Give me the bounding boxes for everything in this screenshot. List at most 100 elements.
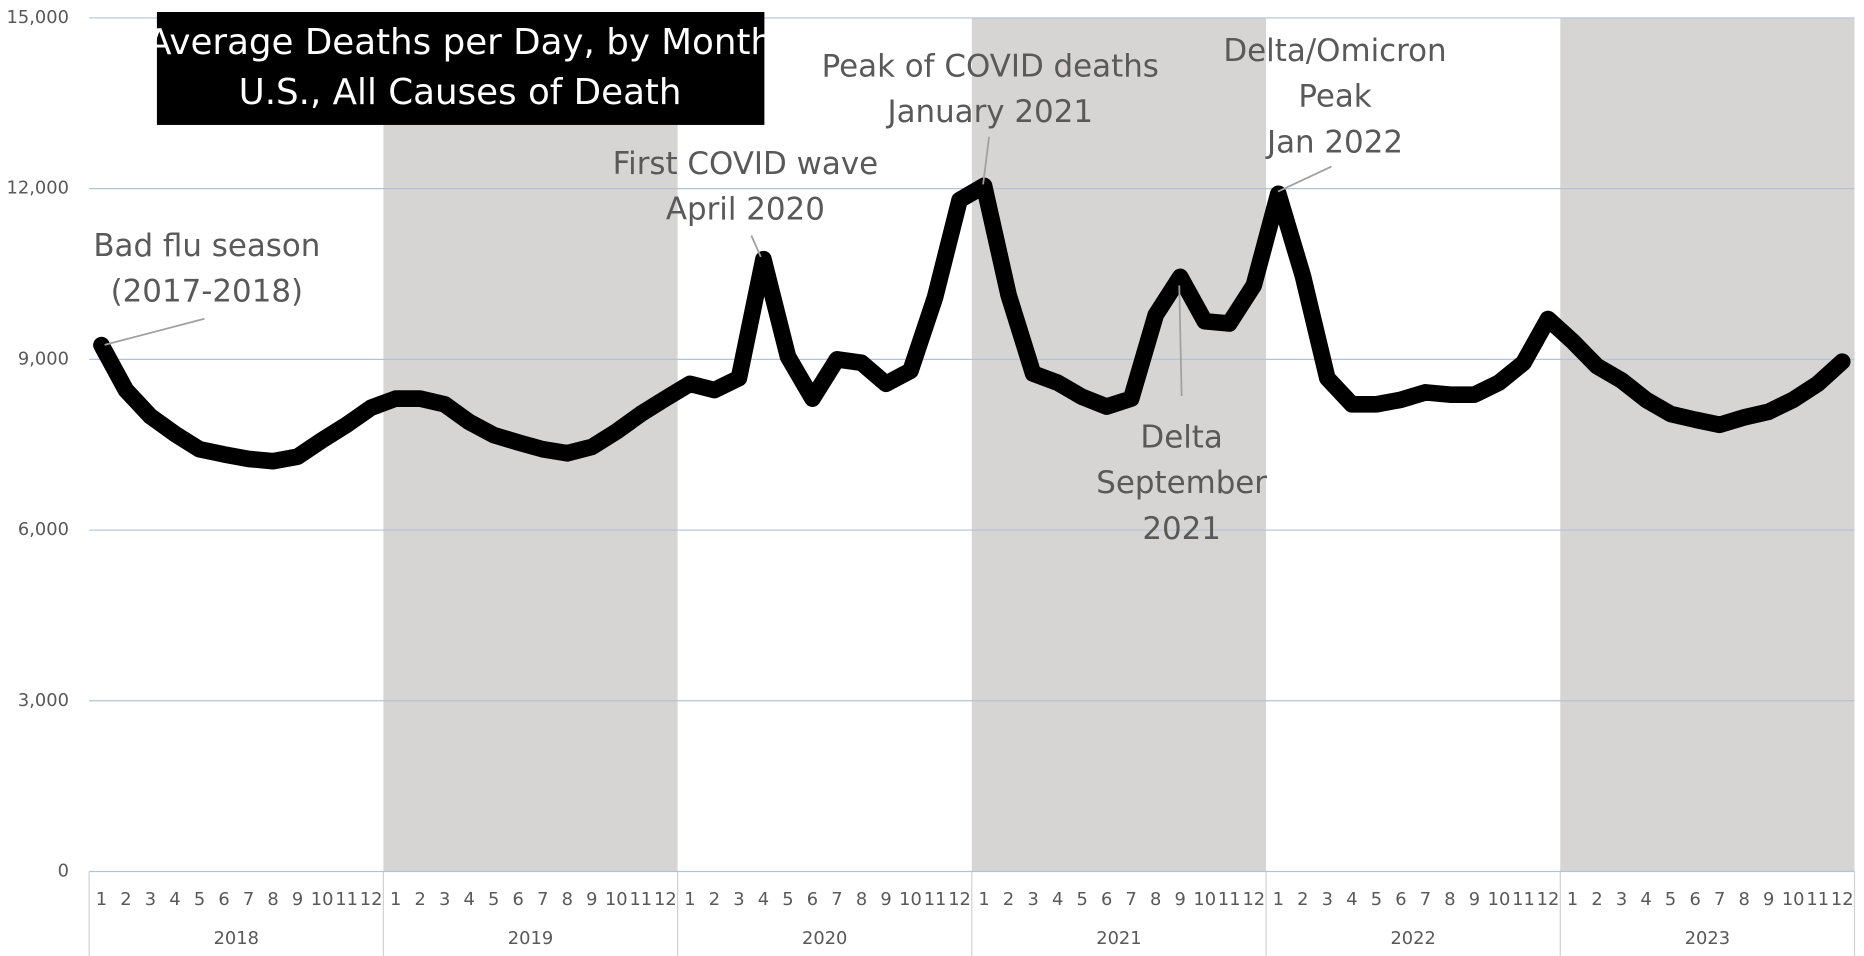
- x-tick-label: 6: [807, 889, 818, 910]
- x-tick-label: 9: [1763, 889, 1774, 910]
- x-tick-label: 1: [96, 889, 107, 910]
- year-label: 2018: [214, 928, 259, 949]
- x-tick-label: 2: [414, 889, 425, 910]
- annotation-leader: [750, 235, 762, 258]
- x-tick-label: 9: [1469, 889, 1480, 910]
- x-tick-label: 9: [880, 889, 891, 910]
- x-tick-label: 6: [1395, 889, 1406, 910]
- x-tick-label: 4: [1640, 889, 1651, 910]
- x-tick-label: 8: [1150, 889, 1161, 910]
- x-tick-label: 10: [899, 889, 922, 910]
- x-tick-label: 7: [537, 889, 548, 910]
- x-tick-label: 5: [488, 889, 499, 910]
- x-tick-label: 4: [1346, 889, 1357, 910]
- x-tick-label: 2: [1591, 889, 1602, 910]
- x-tick-label: 11: [629, 889, 652, 910]
- y-tick-label: 12,000: [7, 178, 69, 199]
- title-box: [156, 12, 765, 125]
- x-tick-label: 4: [758, 889, 769, 910]
- x-tick-label: 1: [978, 889, 989, 910]
- x-tick-label: 9: [1175, 889, 1186, 910]
- x-tick-label: 7: [1420, 889, 1431, 910]
- x-tick-label: 2: [1003, 889, 1014, 910]
- x-tick-label: 10: [1782, 889, 1805, 910]
- x-tick-label: 5: [1665, 889, 1676, 910]
- annotation: First COVID wave: [613, 146, 879, 182]
- annotation-leader: [982, 136, 990, 185]
- x-tick-label: 11: [1218, 889, 1241, 910]
- x-tick-label: 3: [1322, 889, 1333, 910]
- annotation: Peak: [1298, 79, 1371, 115]
- y-tick-label: 3,000: [18, 690, 69, 711]
- annotation: (2017-2018): [111, 274, 303, 310]
- x-tick-label: 11: [1512, 889, 1535, 910]
- y-tick-label: 6,000: [18, 519, 69, 540]
- y-tick-label: 9,000: [18, 348, 69, 369]
- year-shade: [1560, 17, 1855, 872]
- annotation-leader: [104, 317, 205, 346]
- x-tick-label: 7: [243, 889, 254, 910]
- x-tick-label: 11: [335, 889, 358, 910]
- x-tick-label: 10: [1488, 889, 1511, 910]
- y-tick-label: 15,000: [7, 7, 69, 28]
- x-tick-label: 7: [1714, 889, 1725, 910]
- x-tick-label: 4: [1052, 889, 1063, 910]
- x-tick-label: 10: [605, 889, 628, 910]
- x-tick-label: 6: [1101, 889, 1112, 910]
- x-tick-label: 12: [360, 889, 383, 910]
- x-tick-label: 11: [924, 889, 947, 910]
- annotation: January 2021: [885, 94, 1093, 130]
- x-tick-label: 6: [1689, 889, 1700, 910]
- x-tick-label: 5: [1371, 889, 1382, 910]
- x-tick-label: 1: [1273, 889, 1284, 910]
- x-tick-label: 1: [1567, 889, 1578, 910]
- x-tick-label: 8: [856, 889, 867, 910]
- annotation: 2021: [1142, 511, 1221, 547]
- year-label: 2019: [508, 928, 553, 949]
- x-tick-label: 12: [1537, 889, 1560, 910]
- x-tick-label: 5: [1076, 889, 1087, 910]
- x-tick-label: 9: [586, 889, 597, 910]
- year-label: 2020: [802, 928, 847, 949]
- x-tick-label: 3: [733, 889, 744, 910]
- annotation: Peak of COVID deaths: [822, 48, 1159, 84]
- chart-title: Average Deaths per Day, by Month: [147, 22, 773, 63]
- x-tick-label: 12: [1831, 889, 1854, 910]
- x-tick-label: 3: [145, 889, 156, 910]
- x-tick-label: 10: [1193, 889, 1216, 910]
- x-tick-label: 7: [1126, 889, 1137, 910]
- x-tick-label: 12: [948, 889, 971, 910]
- x-tick-label: 7: [831, 889, 842, 910]
- x-tick-label: 2: [709, 889, 720, 910]
- x-tick-label: 11: [1806, 889, 1829, 910]
- annotation: April 2020: [666, 192, 825, 228]
- x-tick-label: 12: [1242, 889, 1265, 910]
- x-tick-label: 2: [1297, 889, 1308, 910]
- annotation: Jan 2022: [1265, 124, 1403, 160]
- x-tick-label: 2: [120, 889, 131, 910]
- x-tick-label: 8: [562, 889, 573, 910]
- x-tick-label: 3: [1616, 889, 1627, 910]
- x-tick-label: 1: [390, 889, 401, 910]
- x-tick-label: 6: [513, 889, 524, 910]
- data-line: [93, 177, 1851, 470]
- x-tick-label: 1: [684, 889, 695, 910]
- y-tick-label: 0: [58, 860, 69, 881]
- x-tick-label: 8: [1444, 889, 1455, 910]
- annotation: Delta: [1140, 419, 1222, 455]
- annotation-leader: [1277, 165, 1332, 193]
- year-shade: [971, 17, 1267, 872]
- x-tick-label: 4: [464, 889, 475, 910]
- x-tick-label: 3: [1027, 889, 1038, 910]
- x-tick-label: 12: [654, 889, 677, 910]
- annotation-leader: [1178, 285, 1183, 396]
- chart-subtitle: U.S., All Causes of Death: [239, 72, 682, 113]
- x-tick-label: 9: [292, 889, 303, 910]
- x-tick-label: 8: [267, 889, 278, 910]
- x-tick-label: 10: [311, 889, 334, 910]
- x-tick-label: 6: [218, 889, 229, 910]
- year-label: 2022: [1390, 928, 1435, 949]
- year-label: 2021: [1096, 928, 1141, 949]
- x-tick-label: 8: [1738, 889, 1749, 910]
